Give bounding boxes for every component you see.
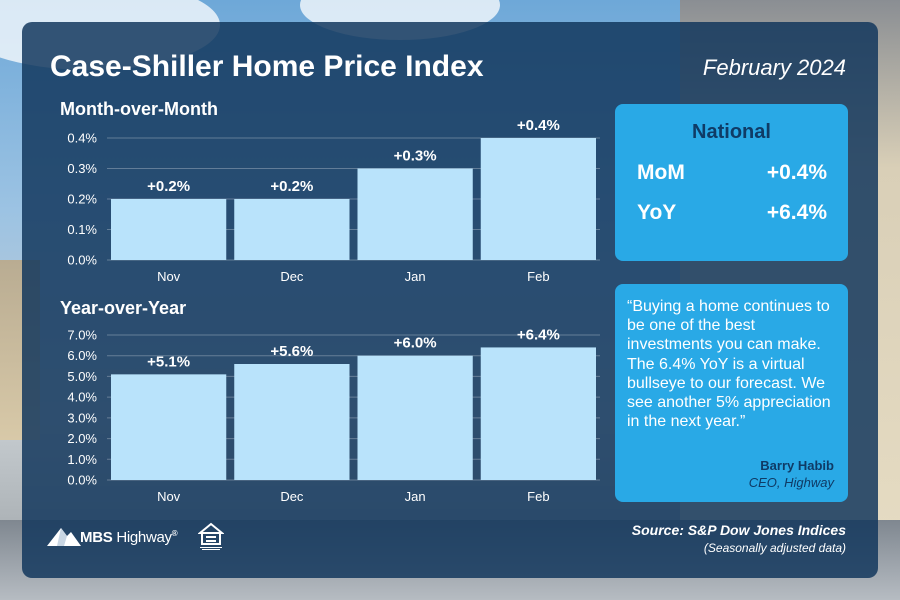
bar-feb (480, 138, 596, 260)
y-tick-label: 7.0% (67, 328, 97, 343)
bar-dec (234, 199, 350, 260)
y-tick-label: 0.3% (67, 161, 97, 176)
data-label: +6.0% (394, 335, 437, 352)
data-label: +0.2% (147, 178, 190, 195)
national-yoy-label: YoY (637, 201, 677, 224)
y-tick-label: 0.0% (67, 473, 97, 488)
mbs-highway-logo-text: MBS Highway® (80, 529, 178, 546)
registered-mark: ® (171, 529, 178, 538)
y-tick-label: 0.2% (67, 192, 97, 207)
mbs-highway-logo-icon (47, 528, 81, 546)
quote-author-role: CEO, Highway (748, 475, 834, 490)
national-row-mom: MoM +0.4% (637, 161, 827, 189)
y-tick-label: 6.0% (67, 348, 97, 363)
national-mom-label: MoM (637, 161, 685, 184)
national-mom-value: +0.4% (766, 161, 827, 184)
quote-card: “Buying a home continues to be one of th… (615, 284, 848, 502)
bar-nov (111, 199, 227, 260)
yoy-bar-chart: 0.0% 1.0% 2.0% 3.0% 4.0% 5.0% 6.0% 7.0% +5.1% Nov… (67, 326, 600, 504)
source-note: (Seasonally adjusted data) (703, 541, 846, 555)
x-tick-label: Feb (527, 269, 549, 284)
data-label: +0.4% (517, 117, 560, 134)
national-row-yoy: YoY +6.4% (637, 201, 827, 229)
data-label: +5.1% (147, 353, 190, 370)
bar-feb (480, 347, 596, 480)
bar-dec (234, 364, 350, 480)
data-label: +0.3% (394, 148, 437, 165)
logo-brand-bold: MBS (80, 529, 113, 546)
y-tick-label: 0.0% (67, 253, 97, 268)
yoy-chart-title: Year-over-Year (60, 298, 187, 318)
data-label: +5.6% (270, 343, 313, 360)
y-tick-label: 2.0% (67, 431, 97, 446)
national-title: National (692, 121, 771, 143)
bar-nov (111, 374, 227, 480)
mom-chart-title: Month-over-Month (60, 99, 218, 119)
infographic-panel: Case-Shiller Home Price Index February 2… (22, 22, 878, 578)
source-citation: Source: S&P Dow Jones Indices (631, 522, 846, 538)
bar-jan (357, 355, 473, 480)
national-summary-card: National MoM +0.4% YoY +6.4% (615, 104, 848, 261)
y-tick-label: 4.0% (67, 390, 97, 405)
x-tick-label: Jan (405, 489, 426, 504)
x-tick-label: Feb (527, 489, 549, 504)
bar-jan (357, 168, 473, 260)
quote-author: Barry Habib (760, 458, 834, 473)
y-tick-label: 0.1% (67, 222, 97, 237)
x-tick-label: Jan (405, 269, 426, 284)
data-label: +6.4% (517, 326, 560, 343)
data-label: +0.2% (270, 178, 313, 195)
y-tick-label: 5.0% (67, 369, 97, 384)
logo-brand-light: Highway (116, 529, 172, 546)
x-tick-label: Dec (280, 489, 304, 504)
y-tick-label: 1.0% (67, 452, 97, 467)
x-tick-label: Nov (157, 489, 181, 504)
y-tick-label: 0.4% (67, 131, 97, 146)
y-tick-label: 3.0% (67, 410, 97, 425)
equal-housing-opportunity-icon (198, 522, 224, 550)
report-date: February 2024 (702, 55, 846, 80)
quote-text: “Buying a home continues to be one of th… (627, 298, 831, 431)
national-yoy-value: +6.4% (766, 201, 827, 224)
x-tick-label: Nov (157, 269, 181, 284)
mom-bar-chart: 0.0% 0.1% 0.2% 0.3% 0.4% +0.2% Nov +0.2% Dec +0.3… (67, 117, 600, 284)
x-tick-label: Dec (280, 269, 304, 284)
page-title: Case-Shiller Home Price Index (50, 50, 484, 83)
